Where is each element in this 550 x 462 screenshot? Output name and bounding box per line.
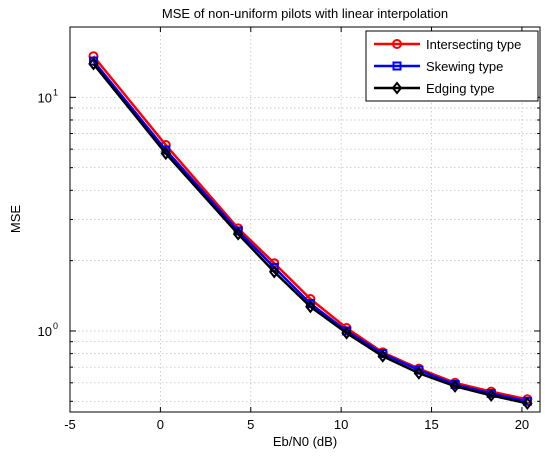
data-point (160, 146, 172, 161)
y-tick-label: 10 (38, 324, 52, 339)
legend-label: Intersecting type (426, 37, 521, 52)
data-point (88, 57, 99, 71)
series-edging-type (88, 57, 533, 410)
data-point (377, 349, 389, 363)
series-line (92, 63, 528, 405)
legend: Intersecting type Skewing type Edging type (365, 30, 539, 102)
chart-title: MSE of non-uniform pilots with linear in… (162, 6, 448, 21)
legend-marker (392, 39, 402, 49)
legend-label: Skewing type (426, 59, 503, 74)
x-tick-label: 10 (334, 417, 348, 432)
data-point (305, 300, 316, 314)
data-point (232, 227, 244, 241)
series-layer (88, 51, 533, 410)
x-tick-label: -5 (64, 417, 76, 432)
y-tick-label-exponent: 0 (53, 321, 58, 331)
x-tick-label: 0 (157, 417, 164, 432)
series-line (92, 60, 528, 403)
x-tick-label: 15 (424, 417, 438, 432)
y-axis-label: MSE (8, 205, 23, 234)
x-axis-label: Eb/N0 (dB) (273, 434, 337, 449)
data-point (449, 379, 461, 393)
legend-marker (392, 61, 402, 71)
y-tick-label-exponent: 1 (53, 87, 58, 97)
data-point (522, 396, 533, 410)
data-point (341, 326, 352, 340)
x-tick-label: 5 (247, 417, 254, 432)
legend-marker (391, 81, 403, 95)
y-tick-label: 10 (38, 90, 52, 105)
x-tick-label: 20 (515, 417, 529, 432)
data-point (485, 388, 497, 402)
legend-label: Edging type (426, 81, 495, 96)
data-point (268, 265, 280, 279)
data-point (413, 366, 425, 380)
